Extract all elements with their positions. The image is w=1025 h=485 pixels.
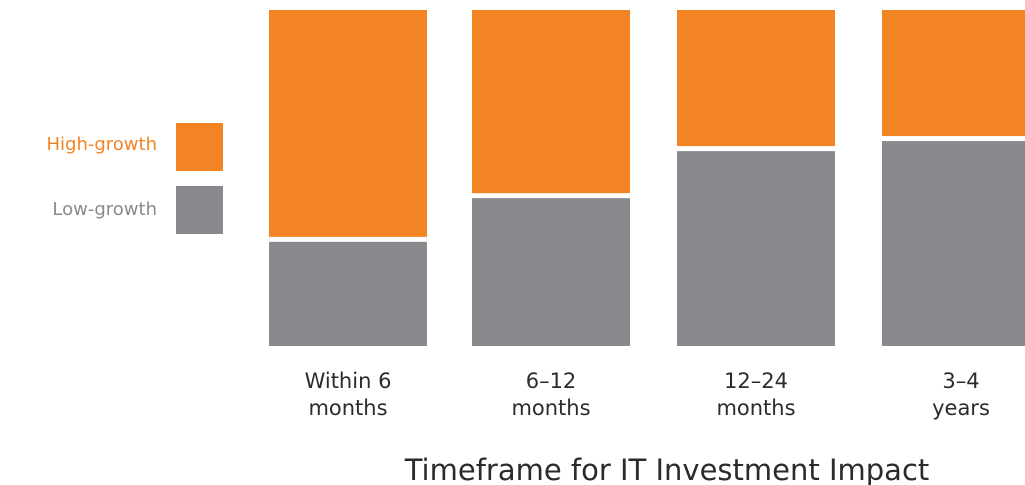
legend-swatch-high-growth [176,123,223,171]
bar-low-growth-4 [882,141,1025,346]
bar-high-growth-4 [882,10,1025,137]
x-axis-title: Timeframe for IT Investment Impact [404,453,930,485]
x-tick-label-4: 3–4 years [932,369,990,420]
legend-label-low-growth: Low-growth [52,199,157,220]
bars [269,10,1025,346]
bar-high-growth-2 [472,10,630,194]
legend: High-growth Low-growth [47,123,223,234]
x-tick-label-2: 6–12 months [511,369,590,420]
bar-low-growth-2 [472,198,630,346]
bar-low-growth-1 [269,241,427,346]
x-tick-label-1: Within 6 months [305,369,392,420]
bar-high-growth-1 [269,10,427,237]
legend-label-high-growth: High-growth [47,134,158,155]
bar-high-growth-3 [677,10,835,147]
x-axis-tick-labels: Within 6 months 6–12 months 12–24 months 3–4 ye… [305,369,990,420]
bar-low-growth-3 [677,151,835,346]
legend-swatch-low-growth [176,186,223,234]
x-tick-label-3: 12–24 months [716,369,795,420]
